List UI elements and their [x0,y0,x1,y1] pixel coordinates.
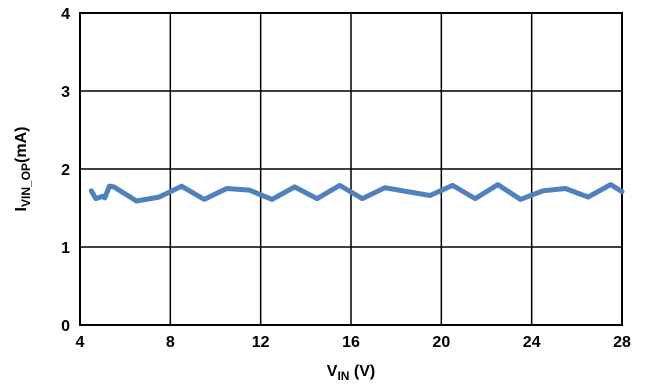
x-axis-title-sub: IN [337,369,349,383]
series-line [88,182,625,204]
y-axis-title: IVIN_OP(mA) [13,127,33,212]
x-tick-label: 28 [613,334,631,351]
y-axis-title-sub: VIN_OP [19,163,33,207]
y-tick-labels: 0 1 2 3 4 [61,6,70,335]
x-axis-title-suffix: (V) [349,363,375,380]
y-tick-label: 4 [61,6,70,23]
series-layer [88,182,625,204]
x-tick-label: 20 [432,334,450,351]
x-tick-label: 12 [252,334,270,351]
y-tick-label: 2 [61,162,70,179]
x-tick-label: 16 [342,334,360,351]
x-tick-label: 4 [76,334,85,351]
y-axis-title-suffix: (mA) [13,127,30,163]
x-tick-labels: 4 8 12 16 20 24 28 [76,334,631,351]
x-axis-title-main: V [327,363,338,380]
y-axis-title-main: I [13,207,30,211]
x-tick-label: 8 [166,334,175,351]
x-axis-title: VIN (V) [327,363,375,383]
y-tick-label: 3 [61,84,70,101]
y-tick-label: 0 [61,318,70,335]
plot-frame [79,12,623,326]
x-tick-label: 24 [523,334,541,351]
y-tick-label: 1 [61,240,70,257]
grid [79,12,623,326]
